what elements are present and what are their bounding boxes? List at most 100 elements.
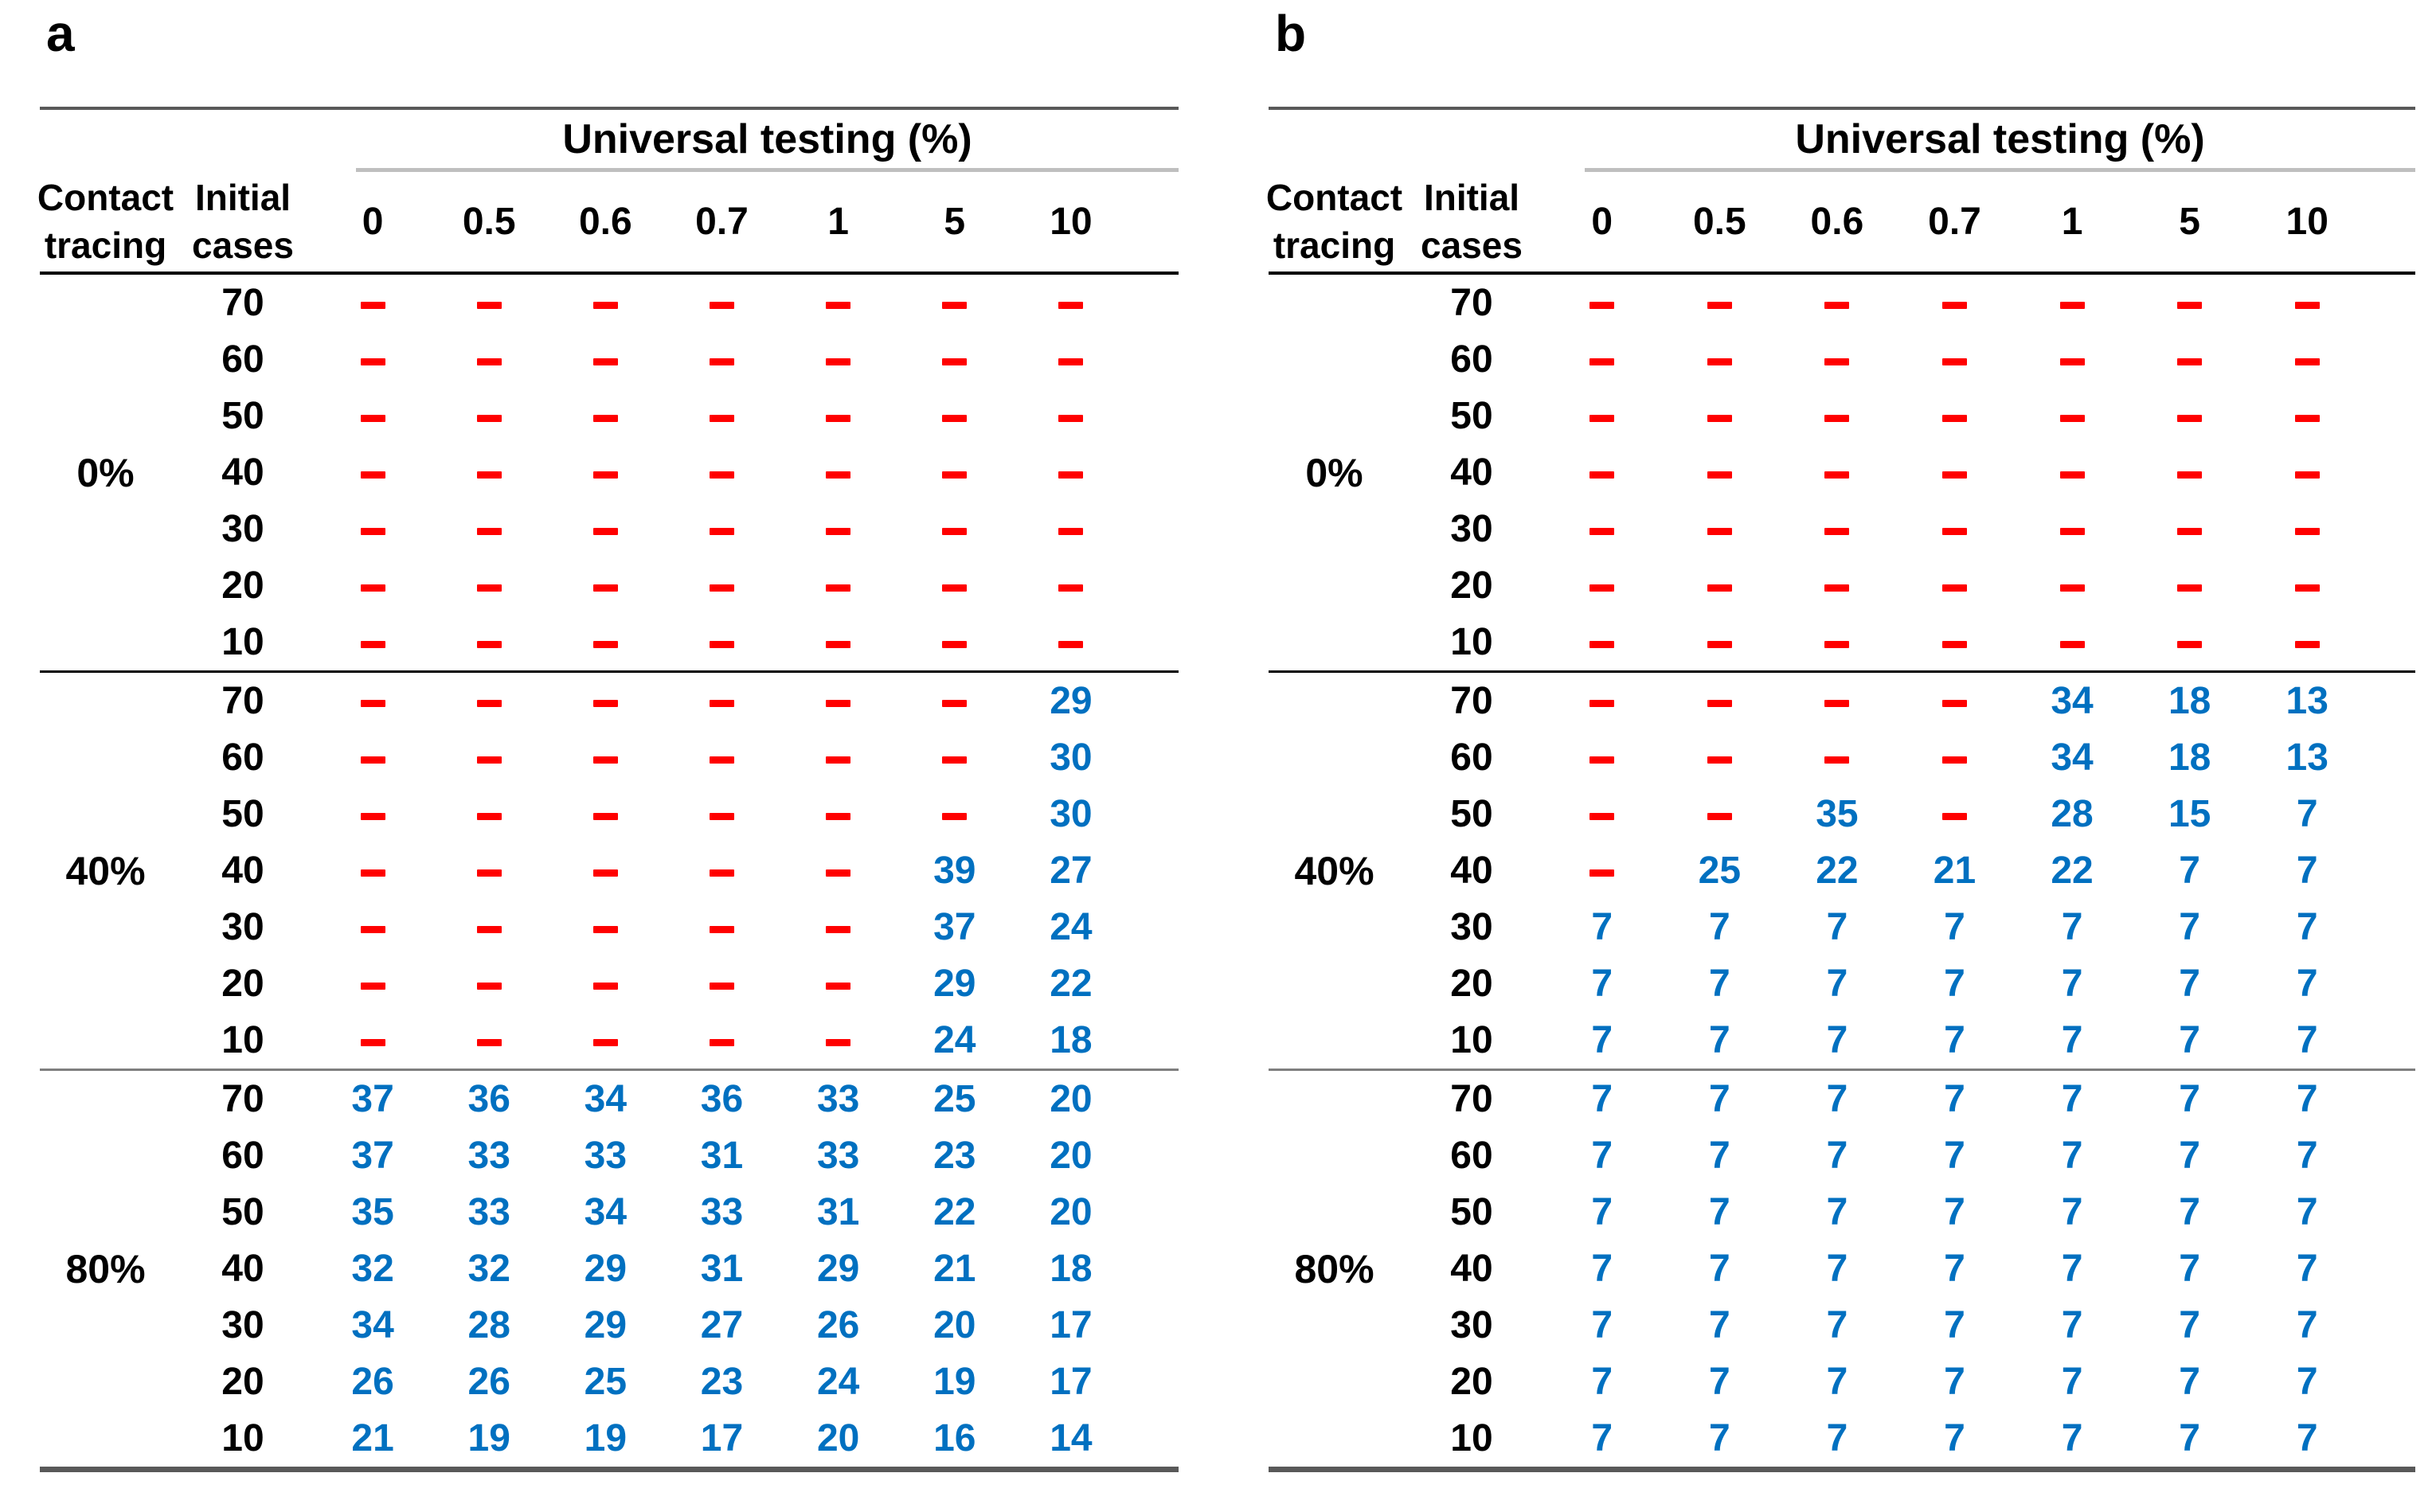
dash-mark — [826, 527, 851, 535]
table-row: 30 — [40, 501, 1179, 557]
value-cell — [1543, 620, 1661, 664]
value-cell — [1778, 394, 1896, 438]
value-cell: 7 — [1944, 1135, 1965, 1177]
value-cell — [1543, 281, 1661, 325]
value-cell — [431, 281, 547, 325]
dash-mark — [1589, 471, 1615, 479]
table-row: 10 24 18 — [40, 1012, 1179, 1069]
value-cell: 7 — [2296, 1304, 2318, 1346]
initial-cases-label: 50 — [1450, 395, 1493, 437]
value-cell: 25 — [1698, 850, 1742, 892]
dash-mark — [826, 301, 851, 309]
testing-column-header: 10 — [1050, 201, 1093, 243]
dash-mark — [592, 471, 618, 479]
initial-cases-label: 10 — [1450, 1417, 1493, 1459]
dash-mark — [592, 925, 618, 933]
dash-mark — [826, 471, 851, 479]
dash-mark — [1707, 812, 1732, 820]
value-cell: 32 — [351, 1248, 394, 1290]
value-cell — [897, 451, 1013, 494]
value-cell: 7 — [2061, 1248, 2083, 1290]
dash-mark — [476, 982, 502, 990]
value-cell — [1896, 564, 2014, 608]
value-cell — [547, 736, 663, 779]
value-cell — [315, 507, 431, 551]
dash-mark — [1707, 301, 1732, 309]
panel-b-table: Universal testing (%) Contact tracing In… — [1266, 107, 2415, 1472]
value-cell: 29 — [933, 963, 976, 1005]
value-cell: 7 — [1591, 1019, 1613, 1061]
initial-cases-label: 50 — [221, 395, 264, 437]
dash-mark — [2177, 471, 2203, 479]
dash-mark — [1589, 756, 1615, 764]
value-cell: 29 — [816, 1248, 860, 1290]
value-cell: 19 — [467, 1417, 510, 1459]
value-cell — [1543, 736, 1661, 779]
value-cell — [1543, 564, 1661, 608]
table-row: 80% 40 7 7 7 7 7 7 7 — [1269, 1240, 2415, 1297]
value-cell: 7 — [2061, 1361, 2083, 1403]
table-row: 10 7 7 7 7 7 7 7 — [1269, 1012, 2415, 1069]
dash-mark — [709, 982, 734, 990]
value-cell — [780, 281, 897, 325]
initial-cases-label: 60 — [1450, 736, 1493, 779]
value-cell: 34 — [2051, 680, 2094, 722]
value-cell — [663, 394, 780, 438]
value-cell — [663, 849, 780, 893]
value-cell — [2013, 620, 2131, 664]
table-row: 30 — [1269, 501, 2415, 557]
value-cell: 17 — [700, 1417, 744, 1459]
dash-mark — [1058, 357, 1084, 365]
value-cell — [1778, 679, 1896, 723]
initial-cases-label: 40 — [221, 451, 264, 494]
dash-mark — [592, 982, 618, 990]
value-cell: 26 — [816, 1304, 860, 1346]
value-cell — [897, 736, 1013, 779]
table-row: 80% 40 32 32 29 31 29 21 18 — [40, 1240, 1179, 1297]
table-row: 20 26 26 25 23 24 19 17 — [40, 1354, 1179, 1410]
initial-cases-label: 60 — [221, 1135, 264, 1177]
dash-mark — [826, 756, 851, 764]
dash-mark — [2294, 357, 2320, 365]
table-row: 60 — [1269, 331, 2415, 388]
value-cell — [547, 962, 663, 1006]
value-cell — [1778, 451, 1896, 494]
value-cell: 34 — [584, 1191, 628, 1233]
initial-cases-label: 20 — [221, 1361, 264, 1403]
value-cell: 19 — [584, 1417, 628, 1459]
value-cell — [780, 451, 897, 494]
value-cell: 29 — [1050, 680, 1093, 722]
value-cell — [1778, 507, 1896, 551]
dash-mark — [1707, 584, 1732, 592]
value-cell: 33 — [700, 1191, 744, 1233]
dash-mark — [476, 414, 502, 422]
initial-cases-label: 20 — [221, 565, 264, 607]
dash-mark — [476, 869, 502, 877]
dash-mark — [1824, 640, 1850, 648]
dash-mark — [826, 357, 851, 365]
value-cell: 21 — [933, 1248, 976, 1290]
dash-mark — [1941, 584, 1967, 592]
testing-column-header: 0.6 — [578, 201, 632, 243]
value-cell: 31 — [700, 1248, 744, 1290]
dash-mark — [1058, 414, 1084, 422]
testing-column-header: 0 — [362, 201, 384, 243]
value-cell — [663, 281, 780, 325]
table-row: 70 37 36 34 36 33 25 20 — [40, 1069, 1179, 1127]
value-cell: 25 — [584, 1361, 628, 1403]
dash-mark — [1589, 527, 1615, 535]
dash-mark — [476, 301, 502, 309]
initial-cases-label: 70 — [221, 282, 264, 324]
table-row: 70 29 — [40, 670, 1179, 729]
dash-mark — [709, 699, 734, 707]
dash-mark — [709, 869, 734, 877]
value-cell — [1543, 338, 1661, 381]
value-cell: 37 — [351, 1135, 394, 1177]
value-cell — [663, 679, 780, 723]
value-cell: 7 — [2061, 1019, 2083, 1061]
value-cell: 34 — [2051, 736, 2094, 779]
dash-mark — [942, 812, 968, 820]
initial-cases-label: 30 — [1450, 906, 1493, 948]
dash-mark — [1707, 756, 1732, 764]
